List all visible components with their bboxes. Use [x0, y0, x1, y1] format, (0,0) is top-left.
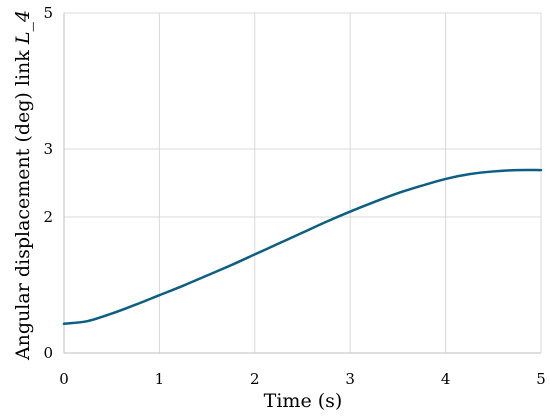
- grid: [64, 12, 542, 353]
- x-tick-label: 5: [536, 370, 546, 388]
- y-tick-label: 3: [43, 140, 53, 158]
- x-tick-label: 2: [250, 370, 260, 388]
- y-tick-label: 5: [43, 4, 53, 22]
- x-tick-label: 3: [345, 370, 355, 388]
- y-axis-title-italic: L_4: [12, 10, 34, 45]
- axes: [63, 13, 541, 354]
- y-tick-labels: 0 2 3 5: [43, 4, 53, 362]
- y-tick-label: 0: [43, 344, 53, 362]
- x-axis-title: Time (s): [264, 390, 343, 412]
- x-tick-label: 4: [441, 370, 451, 388]
- y-axis-title: Angular displacement (deg) link L_4: [12, 10, 34, 361]
- series-line: [62, 168, 543, 326]
- y-tick-label: 2: [43, 208, 53, 226]
- x-tick-label: 0: [59, 370, 69, 388]
- x-tick-labels: 0 1 2 3 4 5: [59, 370, 546, 388]
- x-tick-label: 1: [155, 370, 165, 388]
- y-axis-title-prefix: Angular displacement (deg) link: [12, 44, 34, 361]
- series-layer: [62, 168, 543, 326]
